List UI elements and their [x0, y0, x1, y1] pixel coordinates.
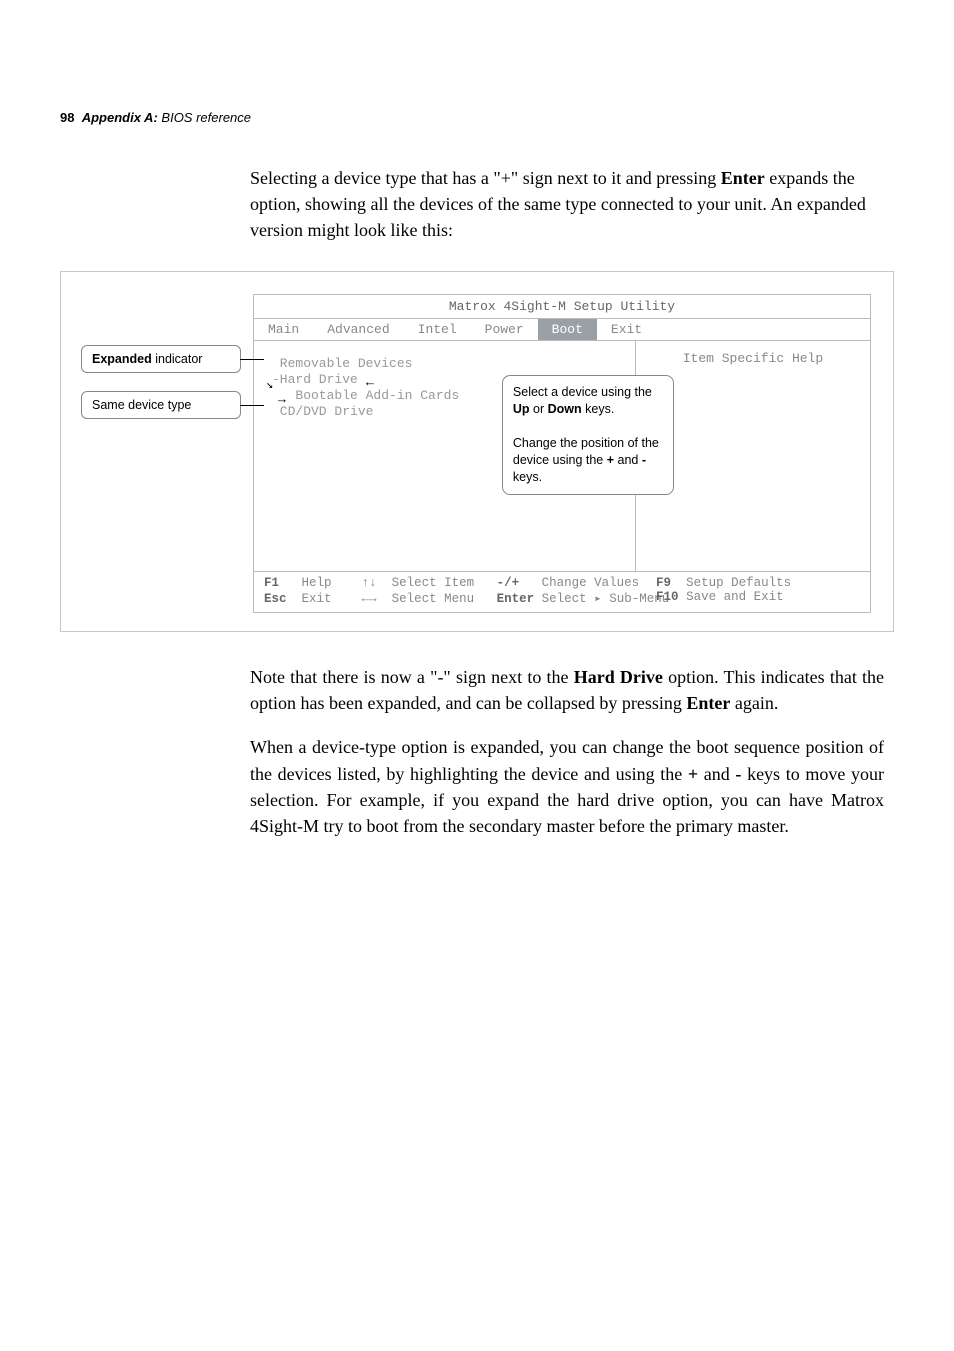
leftright-label: Select Menu	[392, 592, 475, 606]
help-text-or: or	[530, 402, 548, 416]
outro-p2-mid: and	[698, 764, 735, 784]
arrow-left-icon: ←	[366, 375, 374, 390]
enter-key-label: Enter	[721, 168, 765, 188]
help-text-2b: keys.	[513, 470, 542, 484]
esc-key: Esc	[264, 592, 287, 606]
f1-key: F1	[264, 576, 279, 590]
updown-label: Select Item	[392, 576, 475, 590]
f9-key: F9	[656, 576, 671, 590]
f9-label: Setup Defaults	[686, 576, 791, 590]
arrow-right-icon: →	[278, 392, 286, 407]
tab-exit[interactable]: Exit	[597, 319, 656, 340]
page-header: 98 Appendix A: BIOS reference	[60, 110, 894, 125]
tab-intel[interactable]: Intel	[404, 319, 471, 340]
callout-expanded-indicator: Expanded indicator	[81, 345, 241, 373]
plusminus-key: -/+	[497, 576, 520, 590]
plus-label: +	[688, 764, 698, 784]
up-key-label: Up	[513, 402, 530, 416]
footer-right: F9 Setup Defaults F10 Save and Exit	[634, 576, 860, 606]
footer-left: F1 Help ↑↓ Select Item -/+ Change Values…	[264, 576, 634, 606]
tab-main[interactable]: Main	[254, 319, 313, 340]
appendix-label: Appendix A:	[82, 110, 158, 125]
callout-same-device-type: Same device type	[81, 391, 241, 419]
hard-drive-label: Hard Drive	[574, 667, 663, 687]
outro-p2: When a device-type option is expanded, y…	[250, 734, 884, 838]
help-text-1-end: keys.	[582, 402, 615, 416]
tab-power[interactable]: Power	[471, 319, 538, 340]
outro-p1: Note that there is now a "-" sign next t…	[250, 664, 884, 716]
arrow-down-icon: ↘	[266, 377, 273, 392]
plusminus-label: Change Values	[542, 576, 640, 590]
tab-advanced[interactable]: Advanced	[313, 319, 403, 340]
bios-footer: F1 Help ↑↓ Select Item -/+ Change Values…	[254, 571, 870, 612]
bios-help-pane: Item Specific Help Select a device using…	[636, 341, 870, 571]
esc-label: Exit	[302, 592, 332, 606]
callout-expanded-bold: Expanded	[92, 352, 152, 366]
f10-label: Save and Exit	[686, 590, 784, 604]
enter-key: Enter	[497, 592, 535, 606]
bios-title: Matrox 4Sight-M Setup Utility	[254, 295, 870, 319]
down-key-label: Down	[548, 402, 582, 416]
updown-key: ↑↓	[362, 576, 377, 590]
outro-p1-a: Note that there is now a "-" sign next t…	[250, 667, 574, 687]
outro-p1-c: again.	[730, 693, 778, 713]
help-header: Item Specific Help	[648, 351, 858, 366]
minus-key-label: -	[642, 453, 646, 467]
help-text-and: and	[614, 453, 642, 467]
bios-tab-bar: Main Advanced Intel Power Boot Exit	[254, 319, 870, 341]
plus-key-label: +	[607, 453, 614, 467]
help-bubble: Select a device using the Up or Down key…	[502, 375, 674, 494]
bios-figure: Expanded indicator Same device type Matr…	[60, 271, 894, 632]
leftright-key: ←→	[362, 592, 377, 606]
boot-item-removable[interactable]: Removable Devices	[272, 356, 623, 371]
outro-text: Note that there is now a "-" sign next t…	[250, 664, 884, 839]
appendix-subtitle: BIOS reference	[161, 110, 251, 125]
page-number: 98	[60, 110, 74, 125]
tab-boot[interactable]: Boot	[538, 319, 597, 340]
bios-window: Matrox 4Sight-M Setup Utility Main Advan…	[253, 294, 871, 613]
figure-callouts: Expanded indicator Same device type	[81, 345, 241, 437]
f10-key: F10	[656, 590, 679, 604]
enter-key-label-2: Enter	[686, 693, 730, 713]
bios-body: ↘ ← → Removable Devices -Hard Drive Boot…	[254, 341, 870, 571]
intro-paragraph: Selecting a device type that has a "+" s…	[250, 165, 884, 243]
help-text-1: Select a device using the	[513, 385, 652, 399]
f1-label: Help	[302, 576, 332, 590]
